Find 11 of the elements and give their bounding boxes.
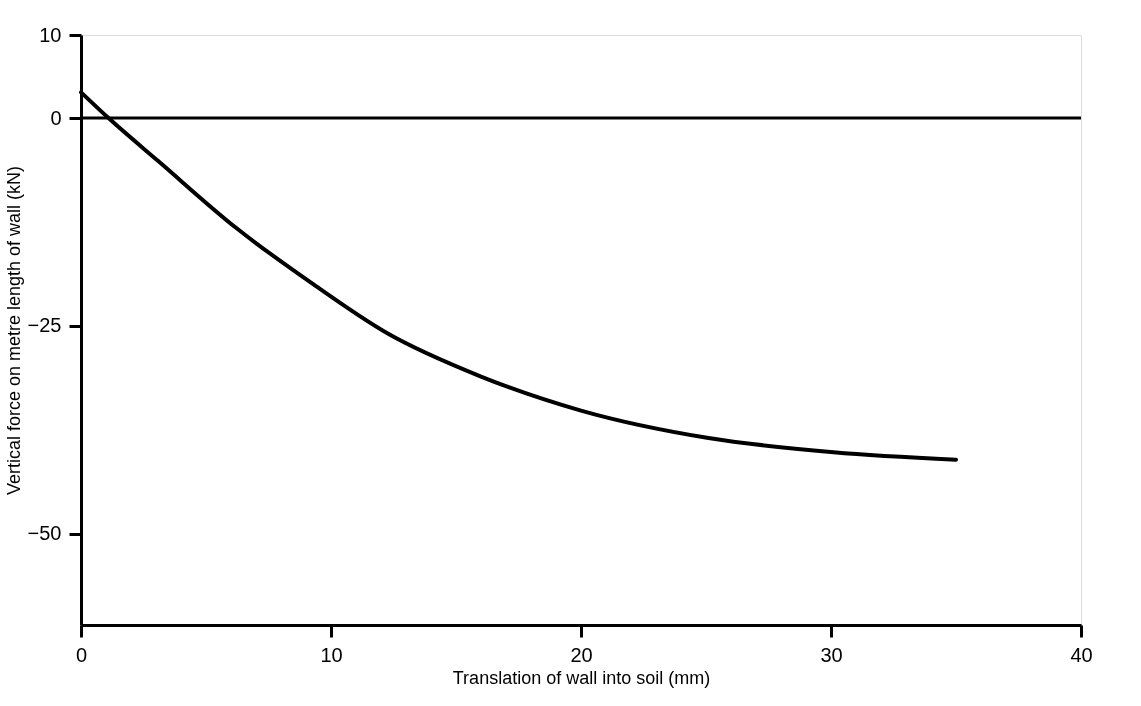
x-tick-label: 40 xyxy=(1070,643,1093,666)
x-tick-label: 0 xyxy=(75,643,88,666)
y-tick-label: −50 xyxy=(27,522,62,545)
y-tick-label: 10 xyxy=(39,23,62,46)
y-tick-label: −25 xyxy=(27,314,62,337)
y-axis-title: Vertical force on metre length of wall (kN) xyxy=(3,165,24,496)
x-tick-label: 20 xyxy=(570,643,593,666)
y-tick-label: 0 xyxy=(50,106,62,129)
x-tick-label: 10 xyxy=(320,643,343,666)
x-tick-label: 30 xyxy=(820,643,843,666)
x-axis-title: Translation of wall into soil (mm) xyxy=(452,667,711,688)
